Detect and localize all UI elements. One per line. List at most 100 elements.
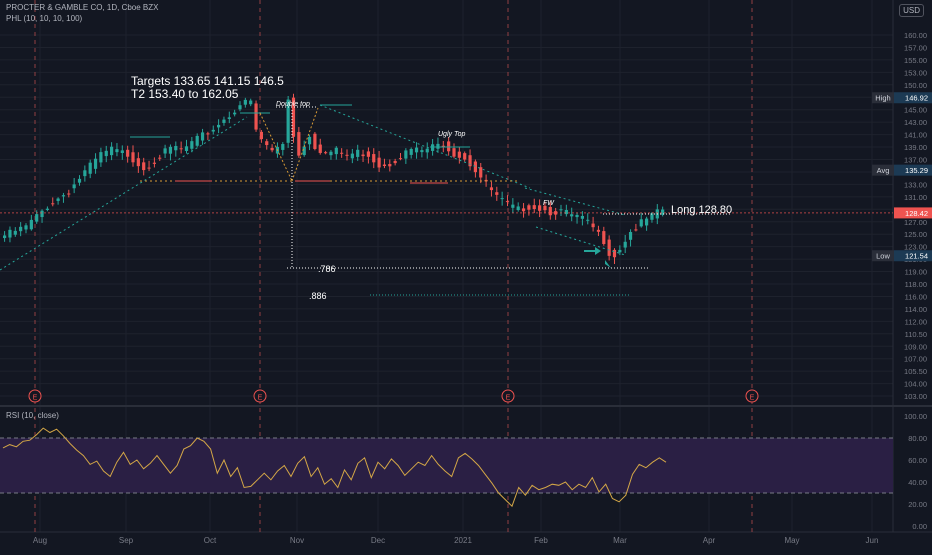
price-tick-label: 153.00 [904, 68, 927, 77]
candle-body [174, 145, 178, 151]
candle-body [489, 187, 494, 191]
candle-body [158, 157, 162, 159]
candle-body [607, 239, 611, 256]
earnings-marker-label: E [258, 395, 263, 402]
price-tick-label: 107.00 [904, 355, 927, 364]
candle-body [340, 152, 344, 154]
candle-body [447, 141, 451, 152]
price-tick-label: 103.00 [904, 392, 927, 401]
price-tick-label: 133.00 [904, 180, 927, 189]
candle-body [543, 205, 547, 211]
candle-body [8, 229, 12, 238]
candle-body [88, 162, 92, 174]
price-tick-label: 110.50 [905, 330, 927, 339]
candle-body [366, 151, 370, 157]
candle-body [291, 97, 296, 137]
time-tick-label: Aug [33, 536, 47, 545]
candle-body [286, 99, 290, 143]
candle-body [13, 230, 17, 235]
time-axis: Aug Sep Oct Nov Dec 2021 Feb Mar Apr May Jun [33, 536, 879, 545]
candle-body [243, 99, 247, 105]
earnings-marker-label: E [506, 395, 511, 402]
candle-body [45, 208, 49, 210]
price-tick-label: 160.00 [904, 31, 927, 40]
price-tick-label: 141.00 [904, 131, 927, 140]
candle-body [126, 149, 130, 157]
candle-body [356, 149, 360, 157]
rsi-tick-label: 60.00 [908, 456, 927, 465]
candle-body [217, 124, 221, 128]
price-tick-label: 123.00 [904, 243, 927, 252]
candle-body [61, 195, 66, 197]
candle-body [265, 141, 269, 146]
candle-body [564, 210, 568, 215]
high-value-bg [894, 92, 932, 104]
candle-body [324, 152, 328, 154]
candle-body [249, 100, 253, 105]
candle-body [110, 146, 114, 156]
price-tick-label: 125.00 [904, 230, 927, 239]
indicator-title: PHL (10, 10, 10, 100) [6, 14, 83, 23]
candle-body [575, 214, 579, 218]
candle-body [329, 151, 333, 156]
arrow-head-small [605, 260, 611, 268]
fw-lower-line [535, 226, 626, 256]
candle-body [67, 193, 71, 195]
time-tick-label: Jun [866, 536, 879, 545]
candle-body [628, 232, 633, 240]
candle-body [393, 160, 397, 164]
candle-body [479, 167, 483, 178]
candle-body [29, 219, 33, 230]
candle-body [425, 148, 429, 153]
candle-body [238, 105, 242, 110]
fib-786-label: .786 [318, 264, 336, 274]
candle-body [580, 215, 584, 219]
candle-body [222, 119, 226, 123]
candle-body [527, 205, 531, 210]
earnings-marker [28, 389, 42, 403]
avg-value: 135.29 [905, 166, 928, 175]
candle-body [661, 209, 665, 215]
earnings-marker-label: E [33, 395, 38, 402]
candle-body [297, 132, 301, 156]
candle-body [227, 117, 231, 119]
fw-label: FW [543, 200, 555, 207]
rsi-tick-label: 20.00 [908, 500, 927, 509]
candle-body [147, 167, 151, 169]
candle-body [3, 235, 7, 239]
candle-body [200, 132, 205, 141]
low-tag-label: Low [876, 252, 890, 261]
price-tick-label: 127.00 [904, 218, 927, 227]
avg-tag-bg [872, 164, 894, 176]
last-price-value-bg [894, 207, 932, 219]
candle-body [532, 205, 536, 210]
candle-body [414, 147, 419, 153]
candle-body [586, 219, 590, 221]
candle-body [254, 103, 258, 130]
candle-body [350, 153, 354, 159]
candle-body [538, 205, 542, 211]
candle-body [152, 162, 156, 164]
candle-body [77, 178, 82, 183]
candle-body [377, 157, 381, 168]
time-tick-label: Nov [290, 536, 304, 545]
candle-body [505, 201, 510, 203]
candle-body [591, 223, 595, 228]
candle-body [168, 146, 173, 154]
currency-badge[interactable]: USD [899, 4, 924, 17]
fw-upper-line [524, 187, 626, 216]
candle-body [163, 148, 167, 154]
candle-body [602, 231, 606, 244]
earnings-marker [501, 389, 515, 403]
candle-body [420, 150, 424, 153]
rsi-pane: RSI (10, close) 100.00 80.00 60.00 40.00 20.0… [0, 411, 927, 531]
candle-body [398, 158, 403, 160]
candle-body [334, 147, 338, 155]
candle-body [120, 150, 124, 154]
candle-body [612, 249, 617, 258]
avg-tag-label: Avg [877, 166, 890, 175]
candle-body [495, 192, 499, 195]
price-tick-label: 104.00 [904, 380, 927, 389]
